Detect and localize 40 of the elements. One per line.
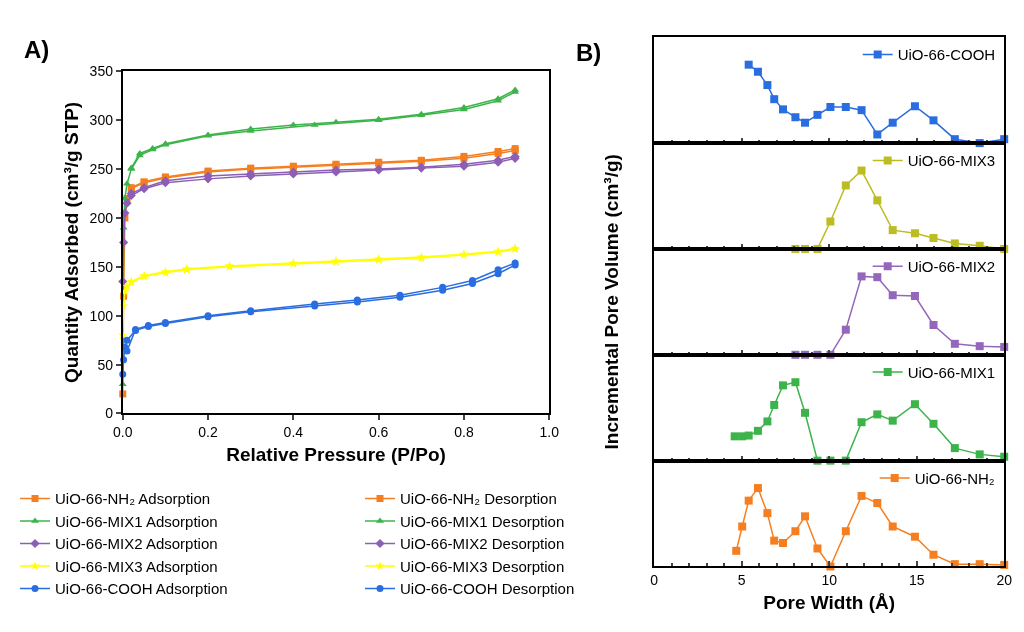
y-tick-label: 350 bbox=[89, 63, 114, 80]
legend-label: UiO-66-MIX2 Desorption bbox=[400, 535, 565, 553]
y-tick-label: 300 bbox=[89, 112, 114, 129]
legend-label: UiO-66-MIX2 Adsorption bbox=[55, 535, 218, 553]
chart-title: B) bbox=[576, 39, 602, 66]
y-tick-label: 200 bbox=[89, 209, 114, 226]
legend-label: UiO-66-MIX3 Desorption bbox=[400, 557, 565, 575]
x-tick-label: 0.4 bbox=[283, 424, 304, 441]
legend-label: UiO-66-COOH bbox=[897, 46, 996, 64]
x-axis-title: Relative Pressure (P/Po) bbox=[226, 443, 446, 465]
x-tick-label: 20 bbox=[996, 572, 1013, 589]
y-tick-label: 0 bbox=[105, 405, 114, 422]
chart-title: A) bbox=[24, 36, 50, 63]
x-tick-label: 1.0 bbox=[539, 424, 560, 441]
x-axis-title: Pore Width (Å) bbox=[763, 591, 896, 613]
legend-label: UiO-66-MIX1 Adsorption bbox=[55, 512, 218, 530]
x-tick-label: 15 bbox=[908, 572, 925, 589]
legend-label: UiO-66-MIX1 bbox=[907, 363, 996, 381]
y-tick-label: 250 bbox=[89, 161, 114, 177]
legend-label: UiO-66-NH₂ Desorption bbox=[400, 490, 557, 508]
x-tick-label: 0.2 bbox=[198, 424, 218, 441]
y-axis-title: Incremental Pore Volume (cm³/g) bbox=[600, 154, 622, 450]
x-tick-label: 0.6 bbox=[368, 424, 389, 441]
y-axis-title: Quantity Adsorbed (cm³/g STP) bbox=[60, 101, 82, 383]
legend-label: UiO-66-MIX3 bbox=[907, 152, 996, 170]
y-tick-label: 50 bbox=[97, 356, 114, 373]
y-tick-label: 150 bbox=[89, 258, 114, 275]
legend-label: UiO-66-MIX2 bbox=[907, 258, 996, 276]
y-tick-label: 100 bbox=[89, 307, 114, 324]
legend-label: UiO-66-COOH Adsorption bbox=[55, 580, 228, 598]
x-tick-label: 0 bbox=[650, 572, 659, 589]
x-tick-label: 0.0 bbox=[113, 424, 133, 441]
legend-label: UiO-66-NH₂ bbox=[914, 469, 995, 487]
x-tick-label: 10 bbox=[821, 572, 838, 589]
legend-label: UiO-66-COOH Desorption bbox=[400, 580, 575, 598]
legend-label: UiO-66-MIX1 Desorption bbox=[400, 512, 565, 530]
x-tick-label: 0.8 bbox=[454, 424, 474, 441]
legend-label: UiO-66-MIX3 Adsorption bbox=[55, 557, 218, 575]
legend-label: UiO-66-NH₂ Adsorption bbox=[55, 490, 211, 508]
x-tick-label: 5 bbox=[737, 572, 746, 589]
